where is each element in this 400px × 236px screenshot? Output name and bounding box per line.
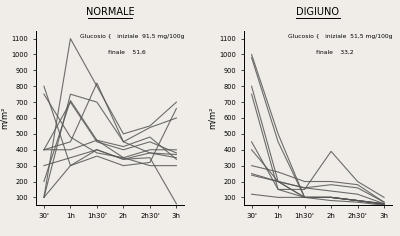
Text: Glucosio {   iniziale  51,5 mg/100g: Glucosio { iniziale 51,5 mg/100g	[288, 34, 393, 39]
Y-axis label: m/m²: m/m²	[0, 107, 9, 129]
Text: NORMALE: NORMALE	[86, 7, 134, 17]
Text: Glucosio {   iniziale  91,5 mg/100g: Glucosio { iniziale 91,5 mg/100g	[80, 34, 185, 39]
Text: DIGIUNO: DIGIUNO	[296, 7, 339, 17]
Text: finale    33,2: finale 33,2	[288, 50, 354, 55]
Text: finale    51,6: finale 51,6	[80, 50, 146, 55]
Y-axis label: m/m²: m/m²	[207, 107, 216, 129]
